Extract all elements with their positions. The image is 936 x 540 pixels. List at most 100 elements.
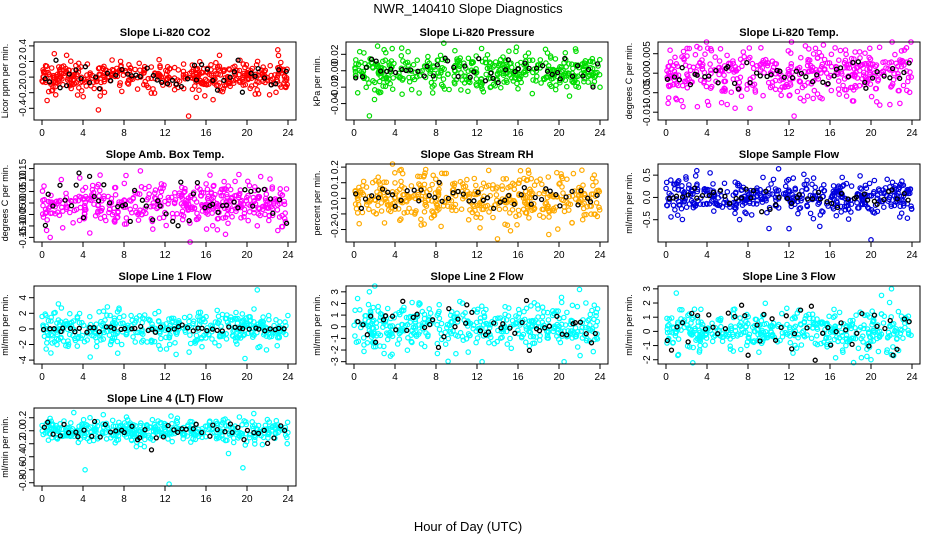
data-point <box>438 320 445 327</box>
x-tick-label: 24 <box>594 128 606 139</box>
data-point <box>826 313 832 320</box>
data-point <box>394 188 400 195</box>
data-point <box>163 346 170 352</box>
highlight-point <box>748 195 754 201</box>
data-point <box>802 43 809 49</box>
highlight-point <box>817 196 824 202</box>
data-point <box>766 225 772 232</box>
data-point <box>896 184 903 191</box>
data-point <box>151 338 158 345</box>
data-point <box>794 88 801 95</box>
highlight-point <box>358 205 365 211</box>
data-point <box>137 168 144 174</box>
data-point <box>197 314 203 321</box>
data-point <box>712 54 719 60</box>
highlight-point <box>219 328 225 334</box>
data-point <box>581 200 587 207</box>
data-point <box>145 434 152 441</box>
highlight-point <box>757 73 763 79</box>
data-point <box>425 53 431 60</box>
highlight-point <box>271 435 277 441</box>
highlight-point <box>882 325 888 332</box>
data-point <box>756 349 762 356</box>
data-point <box>112 439 119 446</box>
data-point <box>360 178 367 185</box>
highlight-point <box>384 68 390 75</box>
x-tick-label: 4 <box>392 250 398 261</box>
data-point <box>416 300 422 306</box>
data-point <box>842 57 849 64</box>
data-point <box>866 334 873 340</box>
data-point <box>174 329 181 335</box>
data-point <box>156 215 163 222</box>
data-point <box>76 319 83 326</box>
data-point <box>533 73 540 80</box>
highlight-point <box>430 73 436 79</box>
highlight-point <box>227 74 233 80</box>
data-point <box>94 433 101 440</box>
data-point <box>355 338 362 345</box>
data-point <box>46 426 53 433</box>
data-point <box>829 193 836 200</box>
data-point <box>101 78 108 85</box>
data-point <box>414 57 421 64</box>
data-point <box>375 174 382 181</box>
data-point <box>560 197 567 204</box>
data-point <box>454 333 461 339</box>
data-point <box>790 350 796 356</box>
x-tick-label: 24 <box>282 372 294 383</box>
highlight-point <box>434 62 440 68</box>
data-point <box>217 189 224 196</box>
highlight-point <box>175 223 181 229</box>
x-tick-label: 16 <box>824 128 836 139</box>
data-point <box>560 190 566 196</box>
data-point <box>172 190 178 196</box>
data-point <box>727 343 734 350</box>
data-point <box>250 331 256 338</box>
data-point <box>743 318 749 325</box>
highlight-point <box>854 330 860 336</box>
highlight-point <box>471 198 477 204</box>
data-point <box>871 177 878 184</box>
highlight-point <box>569 73 576 79</box>
data-point <box>485 182 492 189</box>
data-point <box>406 195 412 202</box>
highlight-point <box>57 433 63 439</box>
scatter-points <box>352 40 603 119</box>
x-tick-label: 24 <box>594 250 606 261</box>
data-point <box>522 339 529 346</box>
data-point <box>728 89 735 96</box>
data-point <box>282 331 289 338</box>
data-point <box>39 313 45 320</box>
data-point <box>492 59 499 65</box>
data-point <box>103 436 110 442</box>
highlight-point <box>150 217 156 223</box>
data-point <box>52 83 59 90</box>
data-point <box>861 325 867 332</box>
data-point <box>515 330 522 337</box>
data-point <box>402 322 409 329</box>
data-point <box>526 342 533 349</box>
data-point <box>815 201 821 208</box>
data-point <box>166 341 173 348</box>
data-point <box>664 329 671 336</box>
highlight-point <box>542 325 548 331</box>
highlight-point <box>113 428 119 434</box>
data-point <box>552 56 559 62</box>
data-point <box>425 332 431 338</box>
data-point <box>544 50 551 56</box>
data-point <box>457 329 464 336</box>
data-point <box>82 466 88 473</box>
highlight-point <box>435 344 442 351</box>
data-point <box>735 65 742 72</box>
data-point <box>409 299 415 306</box>
highlight-point <box>101 182 107 188</box>
highlight-point <box>820 79 826 85</box>
data-point <box>874 195 881 202</box>
highlight-point <box>421 324 428 331</box>
scatter-points <box>39 287 291 362</box>
highlight-point <box>837 65 844 71</box>
data-point <box>828 87 835 94</box>
data-point <box>580 66 587 73</box>
data-point <box>489 186 496 192</box>
